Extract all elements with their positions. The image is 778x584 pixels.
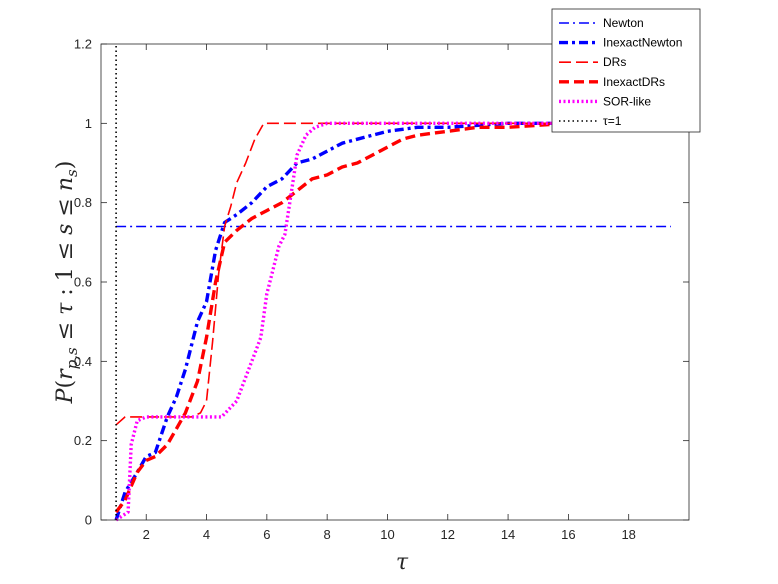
x-tick-label: 6 — [263, 527, 270, 542]
y-tick-label: 1.2 — [74, 37, 92, 52]
x-tick-label: 12 — [441, 527, 455, 542]
y-tick-label: 0.6 — [74, 275, 92, 290]
y-axis-title: P(rp,s ≤ τ : 1 ≤ s ≤ ns) — [53, 161, 81, 405]
legend-box — [551, 8, 701, 133]
y-tick-label: 1 — [85, 116, 92, 131]
legend-label: InexactDRs — [603, 75, 665, 89]
x-tick-label: 14 — [501, 527, 515, 542]
legend: Newton InexactNewton DRs InexactDRs SOR-like… — [551, 8, 701, 133]
ticks-layer: 2 4 6 8 10 12 14 16 18 0 0.2 0.4 0.6 0.8 1 1.2 — [74, 37, 689, 542]
x-tick-label: 8 — [324, 527, 331, 542]
x-tick-label: 16 — [561, 527, 575, 542]
y-tick-label: 0.4 — [74, 354, 92, 369]
y-tick-label: 0 — [85, 513, 92, 528]
series-layer — [114, 44, 671, 522]
x-tick-label: 2 — [143, 527, 150, 542]
legend-label: InexactNewton — [603, 36, 682, 50]
legend-label: DRs — [603, 55, 626, 69]
series-line-inexactdrs — [114, 121, 671, 514]
y-tick-label: 0.8 — [74, 195, 92, 210]
x-tick-label: 18 — [621, 527, 635, 542]
series-line-inexactnewton — [114, 121, 671, 521]
legend-label: τ=1 — [603, 114, 622, 128]
y-tick-label: 0.2 — [74, 433, 92, 448]
x-axis-title: τ — [396, 550, 409, 575]
legend-label: Newton — [603, 16, 644, 30]
x-tick-label: 4 — [203, 527, 210, 542]
legend-label: SOR-like — [603, 94, 651, 108]
x-tick-label: 10 — [380, 527, 394, 542]
series-line-sor-like — [115, 121, 671, 522]
